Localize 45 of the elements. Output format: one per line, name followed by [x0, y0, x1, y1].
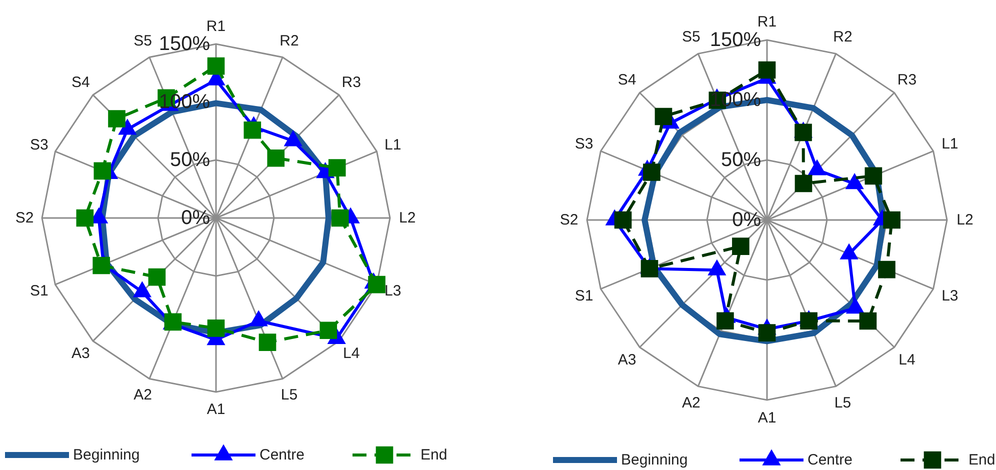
spoke-label: A3: [618, 352, 636, 369]
spoke-label: R3: [897, 71, 917, 88]
spoke-label: S2: [560, 212, 578, 228]
spoke-label: R2: [833, 28, 852, 46]
y-tick-label: 0%: [181, 207, 210, 229]
spoke-label: A2: [134, 386, 152, 404]
spoke-label: A2: [682, 394, 700, 412]
spoke-label: A1: [206, 400, 226, 418]
spoke-label: R2: [280, 32, 299, 50]
spoke-label: A1: [758, 410, 776, 426]
spoke-label: R1: [757, 14, 777, 30]
legend-label: Centre: [808, 452, 853, 468]
spoke-label: S1: [574, 287, 594, 304]
legend-label: Beginning: [73, 446, 140, 464]
legend-label: Beginning: [621, 452, 688, 468]
spoke-label: S4: [618, 71, 636, 88]
spoke-label: S3: [30, 136, 48, 154]
spoke-label: L5: [280, 386, 298, 404]
legend-label: End: [968, 452, 996, 468]
spoke-label: L3: [384, 282, 402, 300]
y-tick-label: 50%: [720, 149, 762, 171]
legend-label: End: [420, 446, 448, 464]
spoke-label: S1: [30, 282, 48, 300]
spoke-label: L2: [399, 210, 416, 226]
spoke-label: L4: [898, 352, 916, 369]
spoke-label: L1: [384, 136, 402, 154]
y-tick-label: 50%: [170, 149, 210, 171]
spoke-label: L3: [942, 287, 958, 304]
y-tick-label: 150%: [158, 33, 210, 55]
y-tick-label: 100%: [158, 91, 210, 113]
spoke-label: S2: [15, 210, 34, 226]
spoke-label: R1: [206, 18, 226, 36]
spoke-label: S4: [71, 74, 90, 92]
spoke-label: L5: [834, 394, 852, 412]
spoke-label: S5: [134, 32, 152, 50]
y-tick-label: 150%: [710, 29, 762, 51]
legend-label: Centre: [260, 446, 305, 464]
spoke-label: L1: [942, 136, 958, 153]
spoke-label: S3: [574, 136, 594, 153]
spoke-label: A3: [71, 344, 90, 362]
spoke-label: R3: [342, 74, 361, 92]
spoke-label: S5: [682, 28, 700, 46]
spoke-label: L4: [342, 344, 360, 362]
y-tick-label: 0%: [732, 209, 762, 231]
spoke-label: L2: [956, 212, 974, 228]
